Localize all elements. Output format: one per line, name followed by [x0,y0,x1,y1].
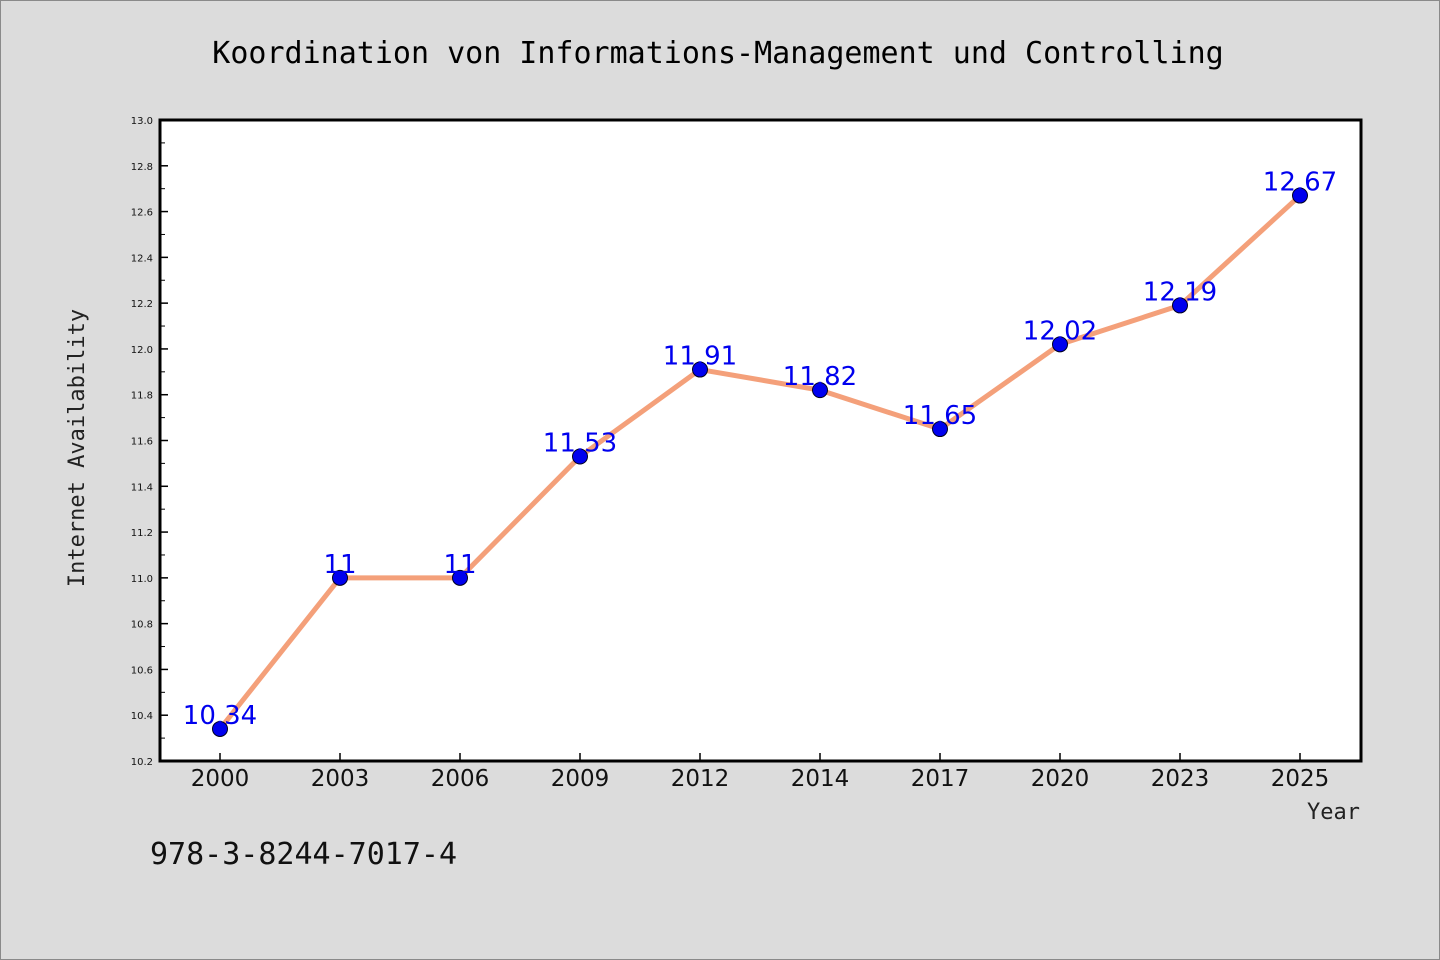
chart-title: Koordination von Informations-Management… [212,36,1223,71]
y-tick-label: 10.2 [131,757,153,768]
y-tick-label: 12.0 [131,345,153,356]
x-tick-label: 2023 [1151,766,1210,792]
x-tick-label: 2009 [551,766,610,792]
isbn-annotation: 978-3-8244-7017-4 [150,837,457,872]
y-tick-label: 11.6 [131,437,153,448]
data-point [1292,187,1308,204]
y-tick-label: 11.2 [131,528,153,539]
x-tick-label: 2017 [911,766,970,792]
y-tick-label: 11.8 [131,391,153,402]
y-tick-label: 11.0 [131,574,153,585]
data-point [572,448,588,465]
data-label: 11 [443,550,476,580]
data-label: 10.34 [183,701,257,731]
x-tick-label: 2014 [791,766,850,792]
x-tick-label: 2020 [1031,766,1090,792]
series-markers [212,187,1308,737]
y-axis: 10.2 10.4 10.6 10.8 11.0 11.2 11.4 11.6 11.8 12.0… [131,116,168,768]
data-label: 11 [323,550,356,580]
x-tick-label: 2012 [671,766,730,792]
data-point [452,569,468,586]
y-tick-label: 12.8 [131,162,153,173]
data-label: 11.91 [663,342,737,372]
y-tick-label: 10.8 [131,620,153,631]
x-tick-label: 2000 [191,766,250,792]
data-point [812,382,828,399]
x-axis: 2000 2003 2006 2009 2012 2014 2017 2020 2023 2025 [191,753,1330,792]
y-tick-label: 10.6 [131,665,153,676]
data-label: 11.53 [543,429,617,459]
x-tick-label: 2003 [311,766,370,792]
y-tick-label: 12.6 [131,208,153,219]
data-point [1172,297,1188,314]
data-label: 12.02 [1023,316,1097,346]
x-tick-label: 2025 [1271,766,1330,792]
x-tick-label: 2006 [431,766,490,792]
data-point [212,720,228,737]
y-tick-label: 10.4 [131,711,153,722]
y-tick-label: 12.4 [131,253,153,264]
data-label: 12.19 [1143,277,1217,307]
data-point [692,361,708,378]
y-axis-label: Internet Availability [65,309,90,587]
data-point [1052,336,1068,353]
data-point [332,569,348,586]
y-tick-label: 13.0 [131,116,153,127]
y-tick-label: 11.4 [131,482,153,493]
data-label: 11.82 [783,362,857,392]
data-point [932,421,948,438]
data-label: 12.67 [1263,168,1337,198]
y-tick-label: 12.2 [131,299,153,310]
series-line [218,193,1302,731]
data-labels: 10.34 11 11 11.53 11.91 11.82 11.65 12.02 12.19 1… [183,168,1337,731]
data-label: 11.65 [903,401,977,431]
x-axis-label: Year [1307,800,1360,825]
plot-area [158,118,1363,763]
